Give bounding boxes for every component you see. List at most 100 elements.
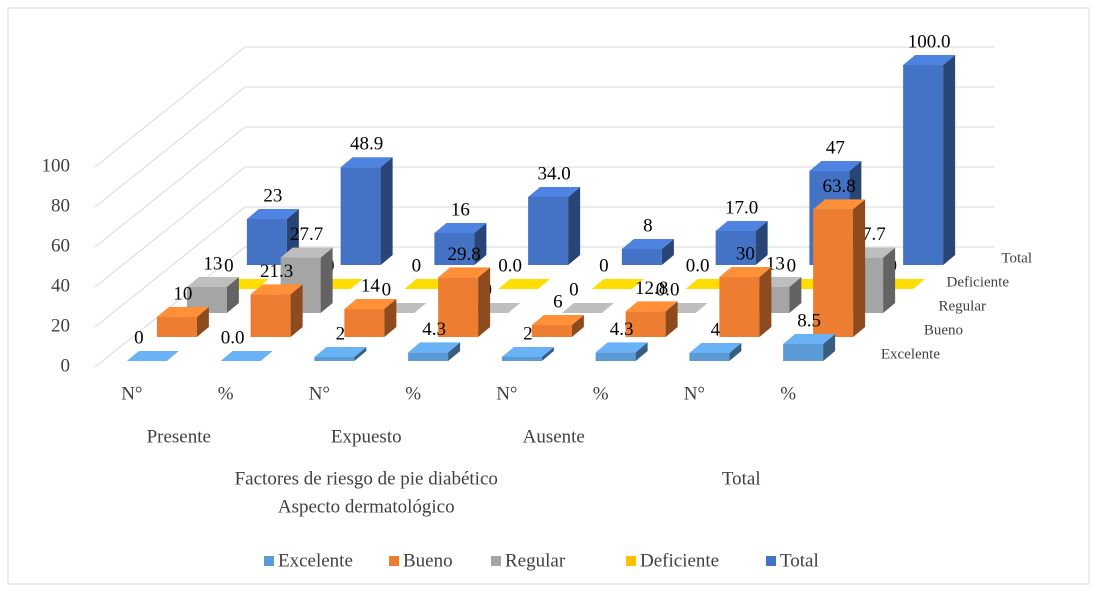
x-tick-label: N°	[309, 383, 330, 404]
bar-side	[290, 284, 303, 337]
data-label: 4.3	[610, 319, 634, 340]
data-label: 63.8	[823, 176, 856, 197]
y-tick-label: 40	[51, 275, 70, 296]
bar-top	[314, 347, 367, 357]
bar-side	[478, 267, 491, 337]
bar-front	[434, 233, 475, 265]
bar-top	[528, 187, 581, 197]
bar-side	[823, 334, 836, 361]
x-super-group-label: Total	[722, 468, 761, 489]
data-label: 6	[553, 291, 563, 312]
bar	[501, 347, 554, 361]
x-group-label: Expuesto	[331, 426, 402, 447]
data-label: 17.0	[725, 197, 758, 218]
bar-top	[438, 267, 491, 278]
data-label: 4.3	[422, 319, 446, 340]
x-tick-label: N°	[121, 383, 142, 404]
bar	[314, 347, 367, 361]
bar-top	[434, 223, 487, 233]
x-tick-label: %	[405, 383, 421, 404]
depth-axis-label: Total	[1001, 250, 1032, 266]
bar-front	[528, 197, 569, 265]
bar-side	[571, 315, 584, 337]
data-label: 12.8	[635, 278, 668, 299]
bar-front	[408, 352, 449, 361]
bar-side	[635, 342, 648, 361]
data-label: 27.7	[290, 224, 323, 245]
bar-front	[340, 167, 381, 265]
legend-label: Deficiente	[640, 550, 719, 571]
depth-axis-label: Excelente	[881, 346, 940, 362]
bar-front	[501, 357, 542, 361]
bar-front	[314, 357, 355, 361]
x-tick-label: %	[218, 383, 234, 404]
bar	[595, 342, 648, 361]
bar-side	[943, 55, 956, 265]
bar-top	[340, 157, 393, 168]
data-label: 8.5	[797, 310, 821, 331]
data-label: 0	[412, 255, 422, 276]
x-tick-label: N°	[496, 383, 517, 404]
data-label: 0	[382, 279, 392, 300]
bar	[186, 277, 239, 313]
bar-side	[853, 199, 866, 337]
bar-side	[226, 277, 239, 313]
data-label: 29.8	[448, 244, 481, 265]
data-label: 0.0	[656, 279, 680, 300]
bar-front	[250, 294, 291, 337]
data-label: 2	[523, 323, 533, 344]
bar-top	[809, 161, 862, 171]
bar-top	[813, 199, 866, 210]
data-label: 13	[203, 253, 222, 274]
depth-axis-label: Deficiente	[947, 274, 1010, 290]
bar	[246, 209, 299, 265]
bar	[715, 221, 768, 265]
bar	[689, 343, 742, 361]
data-label: 0.0	[498, 255, 522, 276]
data-label: 0.0	[686, 255, 710, 276]
data-label: 2	[336, 323, 346, 344]
data-label: 4	[711, 319, 721, 340]
bar-side	[661, 239, 674, 265]
bar-top	[408, 342, 461, 353]
data-label: 0	[224, 255, 234, 276]
y-tick-label: 20	[51, 315, 70, 336]
bar	[340, 157, 393, 265]
bar-top	[783, 334, 836, 344]
x-group-label: Presente	[147, 426, 211, 447]
bar-top	[220, 351, 273, 361]
bar	[531, 315, 584, 337]
x-group-label: Ausente	[523, 426, 585, 447]
data-label: 21.3	[260, 261, 293, 282]
bar-side	[755, 221, 768, 265]
bar-side	[568, 187, 581, 265]
bar-side	[474, 223, 487, 265]
legend-swatch	[389, 556, 399, 566]
bar	[344, 299, 397, 337]
bar-side	[883, 247, 896, 313]
x-tick-label: N°	[684, 383, 705, 404]
bar-top	[280, 247, 333, 258]
bar-top	[689, 343, 742, 353]
y-tick-label: 80	[51, 195, 70, 216]
bar-top	[625, 301, 678, 312]
x-tick-label: %	[593, 383, 609, 404]
bar	[156, 307, 209, 337]
data-label: 47	[826, 137, 845, 158]
bar-top	[591, 279, 644, 289]
bar	[498, 279, 551, 290]
bar-top	[246, 209, 299, 219]
bar-side	[320, 247, 333, 313]
x-super-group-label: Factores de riesgo de pie diabético	[235, 468, 498, 489]
bar-top	[621, 239, 674, 249]
bar-top	[531, 315, 584, 325]
bar-front	[344, 309, 385, 337]
legend-label: Excelente	[278, 550, 353, 571]
bar	[903, 55, 956, 265]
bar-top	[126, 351, 179, 361]
bar	[621, 239, 674, 265]
data-label: 0.0	[221, 327, 245, 348]
bar-front	[783, 344, 824, 361]
legend-label: Bueno	[403, 550, 453, 571]
